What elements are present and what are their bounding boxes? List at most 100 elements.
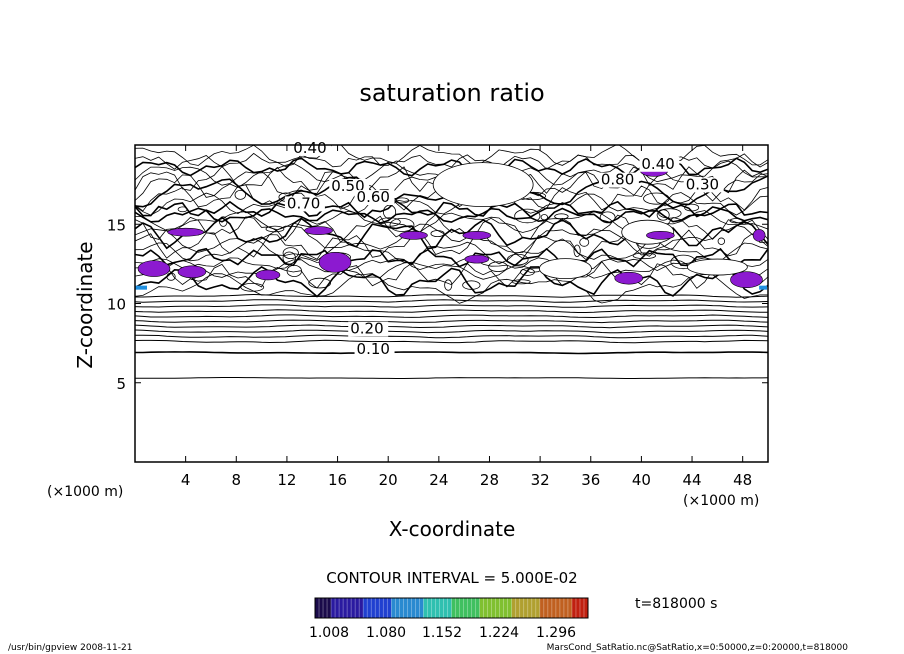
x-tick-label: 28	[480, 471, 499, 489]
contour-line	[135, 309, 768, 313]
colorbar-ticks: 1.008 1.080 1.152 1.224 1.296	[309, 625, 576, 641]
contour-interval: CONTOUR INTERVAL = 5.000E-02	[326, 569, 577, 587]
contour-loop	[308, 277, 332, 289]
x-tick-label: 20	[379, 471, 398, 489]
contour-label-bg	[683, 177, 724, 193]
x-tick-label: 44	[682, 471, 701, 489]
colorbar-cell	[531, 598, 537, 618]
contour-line	[135, 237, 768, 265]
cyan-spot	[135, 285, 147, 290]
colorbar-cell	[503, 598, 509, 618]
supersaturated-blob	[462, 231, 492, 240]
colorbar-cell	[427, 598, 432, 618]
x-tick-label: 36	[581, 471, 600, 489]
contour-line	[135, 299, 768, 303]
x-tick-label: 24	[429, 471, 448, 489]
colorbar-cell	[467, 598, 473, 618]
x-tick-label: 48	[733, 471, 752, 489]
cyan-spot	[759, 285, 768, 290]
contour-label-bg	[284, 196, 325, 212]
contour-labels: 0.100.200.400.500.600.700.400.80 0.30	[284, 139, 724, 358]
contour-line	[135, 314, 768, 319]
colorbar-cell	[355, 598, 360, 618]
y-tick-label: 10	[107, 296, 126, 314]
contour-line	[135, 334, 768, 339]
contour-line	[135, 324, 768, 329]
supersaturated-blob	[730, 271, 763, 289]
colorbar-frame	[314, 597, 589, 619]
contour-loop	[444, 279, 453, 291]
contour-line	[135, 304, 768, 308]
colorbar-tick-label: 1.296	[536, 625, 576, 641]
contour-loop	[265, 225, 285, 233]
contour-label-bg	[354, 342, 395, 358]
contour-loop	[520, 268, 535, 276]
clear-region	[432, 162, 534, 208]
contour-line	[135, 319, 768, 324]
colorbar-cell	[527, 598, 533, 618]
contour-loop	[643, 192, 670, 205]
x-unit-right: (×1000 m)	[683, 493, 759, 509]
colorbar-cell	[543, 598, 549, 618]
colorbar-cell	[391, 598, 396, 618]
contour-loop	[395, 197, 410, 204]
supersaturated-blob	[304, 226, 333, 235]
colorbar-cell	[499, 598, 505, 618]
contour-loop	[378, 217, 401, 227]
colorbar-cell	[479, 598, 485, 618]
colorbar-cell	[403, 598, 408, 618]
colorbar-cell	[359, 598, 364, 618]
contour-loop	[511, 279, 531, 285]
colorbar-cell	[435, 598, 440, 618]
colorbar-cell	[335, 598, 340, 618]
contour-line	[135, 329, 768, 334]
colorbar-cell	[375, 598, 380, 618]
contour-line	[135, 247, 768, 268]
footer-right: MarsCond_SatRatio.nc@SatRatio,x=0:50000,…	[547, 643, 849, 653]
contour-label: 0.40	[293, 139, 326, 157]
contour-loop	[717, 237, 726, 245]
contour-loop	[632, 252, 657, 260]
contour-loop	[506, 253, 529, 266]
colorbar-cell	[551, 598, 557, 618]
contour-loop	[234, 190, 247, 200]
colorbar-cell	[327, 598, 332, 618]
footer-left: /usr/bin/gpview 2008-11-21	[8, 643, 132, 653]
contour-loop	[658, 208, 682, 219]
x-tick-label: 12	[277, 471, 296, 489]
y-tick-label: 15	[107, 216, 126, 234]
colorbar	[314, 598, 589, 618]
contour-loop	[383, 204, 397, 220]
contour-line	[135, 259, 768, 280]
contour-loop	[240, 282, 265, 292]
x-tick-label: 4	[181, 471, 191, 489]
contour-loop	[514, 208, 541, 224]
x-tick-label: 32	[531, 471, 550, 489]
supersaturated-blob	[752, 229, 766, 242]
contour-loop	[177, 206, 188, 213]
colorbar-cell	[455, 598, 461, 618]
contour-loop	[573, 244, 581, 258]
contour-line	[135, 207, 768, 224]
contour-label-bg	[598, 172, 639, 188]
colorbar-cell	[339, 598, 344, 618]
supersaturated-blob	[646, 231, 675, 240]
colorbar-cell	[507, 598, 513, 618]
colorbar-tick-label: 1.008	[309, 625, 349, 641]
supersaturation-regions	[135, 164, 768, 290]
contour-label-bg	[354, 190, 395, 206]
colorbar-cell	[363, 598, 368, 618]
clear-region	[539, 258, 592, 280]
colorbar-cell	[567, 598, 573, 618]
colorbar-cell	[439, 598, 444, 618]
contour-line	[135, 200, 768, 219]
colorbar-cell	[399, 598, 404, 618]
colorbar-tick-label: 1.224	[479, 625, 519, 641]
colorbar-cell	[519, 598, 525, 618]
supersaturated-blob	[255, 269, 281, 281]
colorbar-cell	[495, 598, 501, 618]
colorbar-cell	[559, 598, 565, 618]
colorbar-cell	[511, 598, 517, 618]
colorbar-cell	[443, 598, 448, 618]
contour-label-bg	[348, 321, 389, 337]
